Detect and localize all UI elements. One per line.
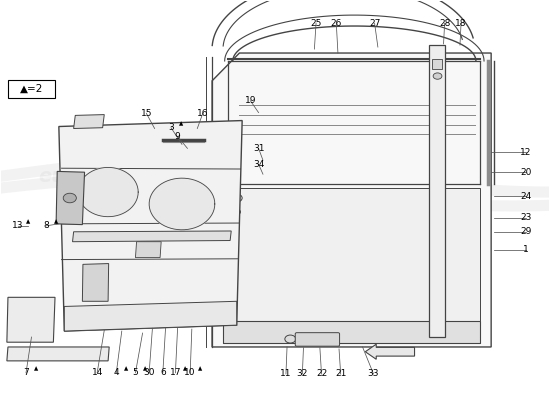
Text: ▲: ▲ — [143, 366, 147, 371]
Text: ▲: ▲ — [198, 366, 202, 371]
Text: 7: 7 — [23, 368, 29, 377]
Text: ▲: ▲ — [179, 121, 183, 126]
Text: ▲: ▲ — [54, 219, 58, 224]
Polygon shape — [223, 321, 480, 343]
Bar — [8, 80, 55, 98]
Text: 11: 11 — [280, 370, 292, 378]
Polygon shape — [82, 264, 109, 301]
Text: 32: 32 — [296, 370, 308, 378]
Text: ▲: ▲ — [124, 366, 128, 371]
Text: 29: 29 — [520, 227, 531, 236]
Text: ▲=2: ▲=2 — [20, 84, 43, 94]
Text: 13: 13 — [12, 221, 24, 230]
Text: 34: 34 — [253, 160, 264, 169]
Polygon shape — [223, 188, 480, 343]
Text: 17: 17 — [169, 368, 181, 377]
Bar — [432, 59, 442, 69]
Text: 21: 21 — [335, 370, 346, 378]
Circle shape — [231, 194, 242, 202]
Text: 24: 24 — [520, 192, 531, 200]
Text: 20: 20 — [520, 168, 531, 177]
Text: ▲: ▲ — [25, 219, 30, 224]
Text: 10: 10 — [184, 368, 196, 377]
Text: 3: 3 — [168, 123, 174, 132]
Text: 8: 8 — [43, 221, 49, 230]
FancyBboxPatch shape — [295, 333, 339, 346]
Polygon shape — [212, 53, 491, 347]
FancyArrow shape — [365, 344, 415, 359]
Polygon shape — [78, 168, 138, 217]
Text: 30: 30 — [144, 368, 155, 377]
Polygon shape — [56, 171, 85, 225]
Text: 15: 15 — [141, 109, 152, 118]
Circle shape — [433, 73, 442, 79]
Text: 4: 4 — [113, 368, 119, 377]
Text: ▲: ▲ — [34, 366, 38, 371]
Text: 6: 6 — [160, 368, 166, 377]
Text: 27: 27 — [369, 19, 380, 28]
Text: 22: 22 — [316, 370, 327, 378]
Polygon shape — [135, 242, 161, 258]
Polygon shape — [7, 297, 55, 342]
Circle shape — [63, 193, 76, 203]
Text: 16: 16 — [197, 109, 208, 118]
Text: 12: 12 — [520, 148, 531, 157]
Polygon shape — [7, 347, 109, 361]
Text: eurospares: eurospares — [152, 164, 310, 188]
Text: 31: 31 — [253, 144, 265, 153]
Polygon shape — [149, 178, 215, 230]
Text: 19: 19 — [245, 96, 256, 105]
Text: 1: 1 — [522, 245, 529, 254]
Polygon shape — [430, 45, 444, 337]
Polygon shape — [59, 120, 242, 331]
Polygon shape — [64, 301, 236, 331]
Text: 26: 26 — [331, 19, 342, 28]
Text: ▲: ▲ — [183, 366, 188, 371]
Text: 25: 25 — [310, 19, 322, 28]
Polygon shape — [74, 114, 104, 128]
Text: 23: 23 — [520, 213, 531, 222]
Text: 18: 18 — [455, 19, 467, 28]
Text: 33: 33 — [368, 370, 380, 378]
Circle shape — [285, 335, 296, 343]
Text: 14: 14 — [91, 368, 103, 377]
Text: eurospares: eurospares — [38, 167, 162, 186]
Text: 28: 28 — [439, 19, 450, 28]
Text: 5: 5 — [133, 368, 139, 377]
Text: 9: 9 — [175, 132, 180, 141]
Polygon shape — [73, 231, 231, 242]
Circle shape — [233, 209, 240, 215]
